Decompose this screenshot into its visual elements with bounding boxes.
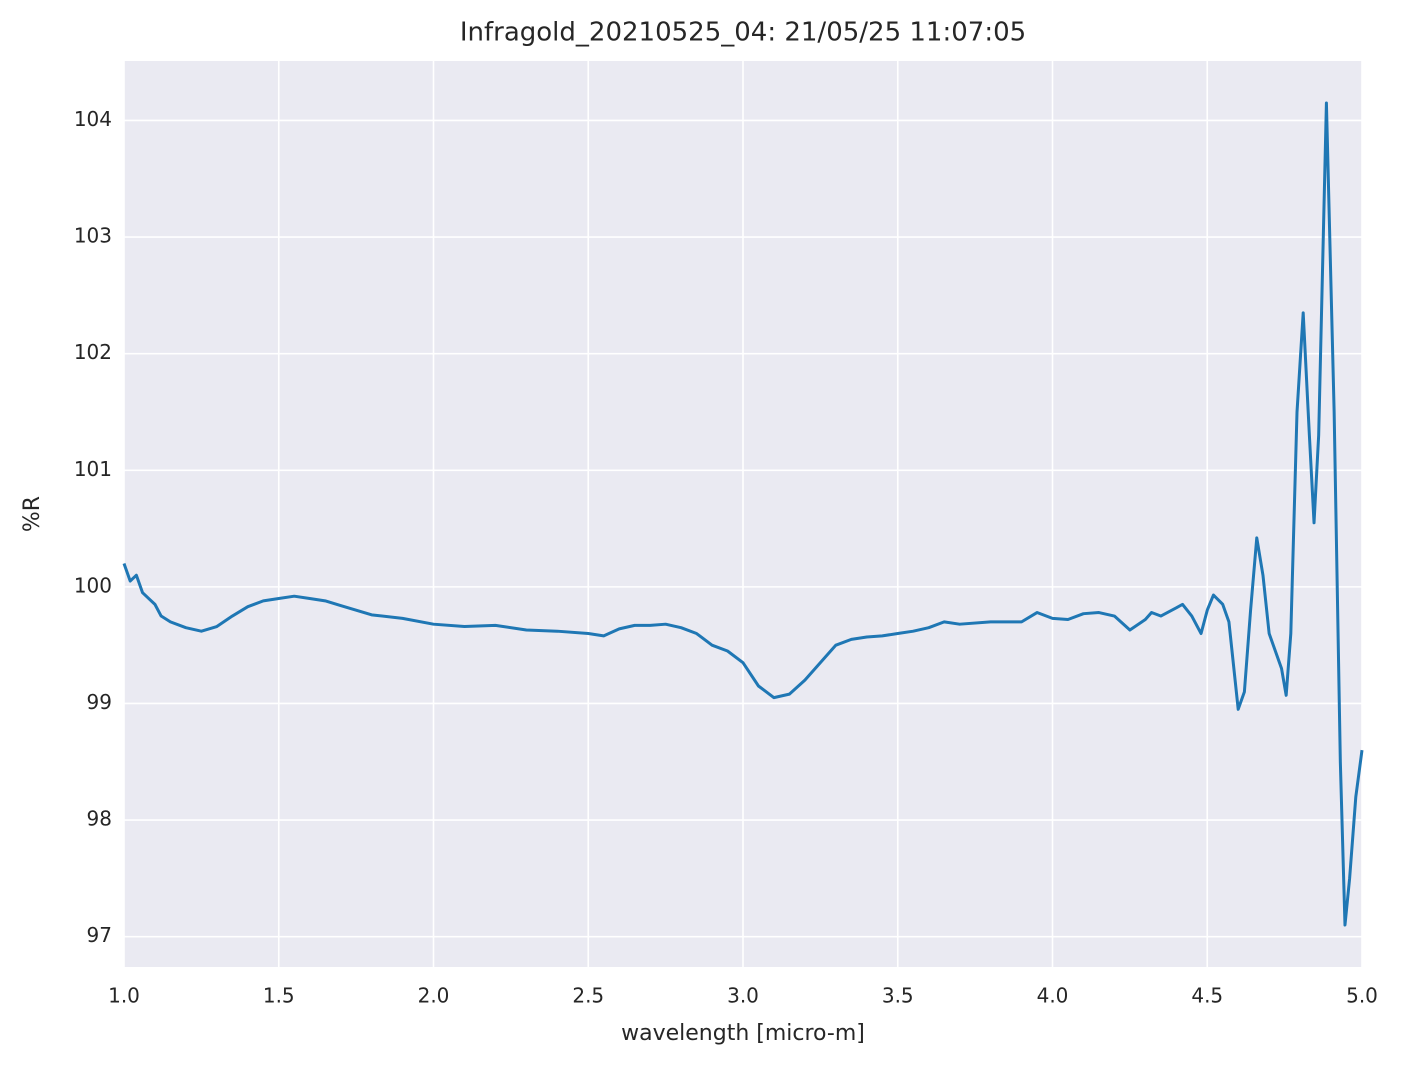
x-tick-label: 4.0 — [1037, 984, 1069, 1008]
y-tick-label: 104 — [74, 107, 112, 131]
x-tick-label: 1.0 — [108, 984, 140, 1008]
y-axis-label: %R — [20, 496, 45, 532]
x-tick-label: 1.5 — [263, 984, 295, 1008]
x-tick-label: 3.0 — [727, 984, 759, 1008]
x-tick-label: 5.0 — [1346, 984, 1378, 1008]
y-tick-label: 99 — [87, 690, 112, 714]
x-tick-label: 2.5 — [572, 984, 604, 1008]
y-tick-label: 102 — [74, 340, 112, 364]
y-tick-label: 100 — [74, 573, 112, 597]
y-tick-label: 97 — [87, 923, 112, 947]
x-tick-label: 4.5 — [1191, 984, 1223, 1008]
x-axis-label: wavelength [micro-m] — [621, 1021, 865, 1046]
chart-title: Infragold_20210525_04: 21/05/25 11:07:05 — [460, 18, 1026, 48]
x-tick-label: 3.5 — [882, 984, 914, 1008]
y-tick-label: 101 — [74, 457, 112, 481]
y-tick-label: 98 — [87, 807, 112, 831]
y-tick-label: 103 — [74, 224, 112, 248]
data-line — [122, 101, 1364, 927]
x-tick-label: 2.0 — [418, 984, 450, 1008]
